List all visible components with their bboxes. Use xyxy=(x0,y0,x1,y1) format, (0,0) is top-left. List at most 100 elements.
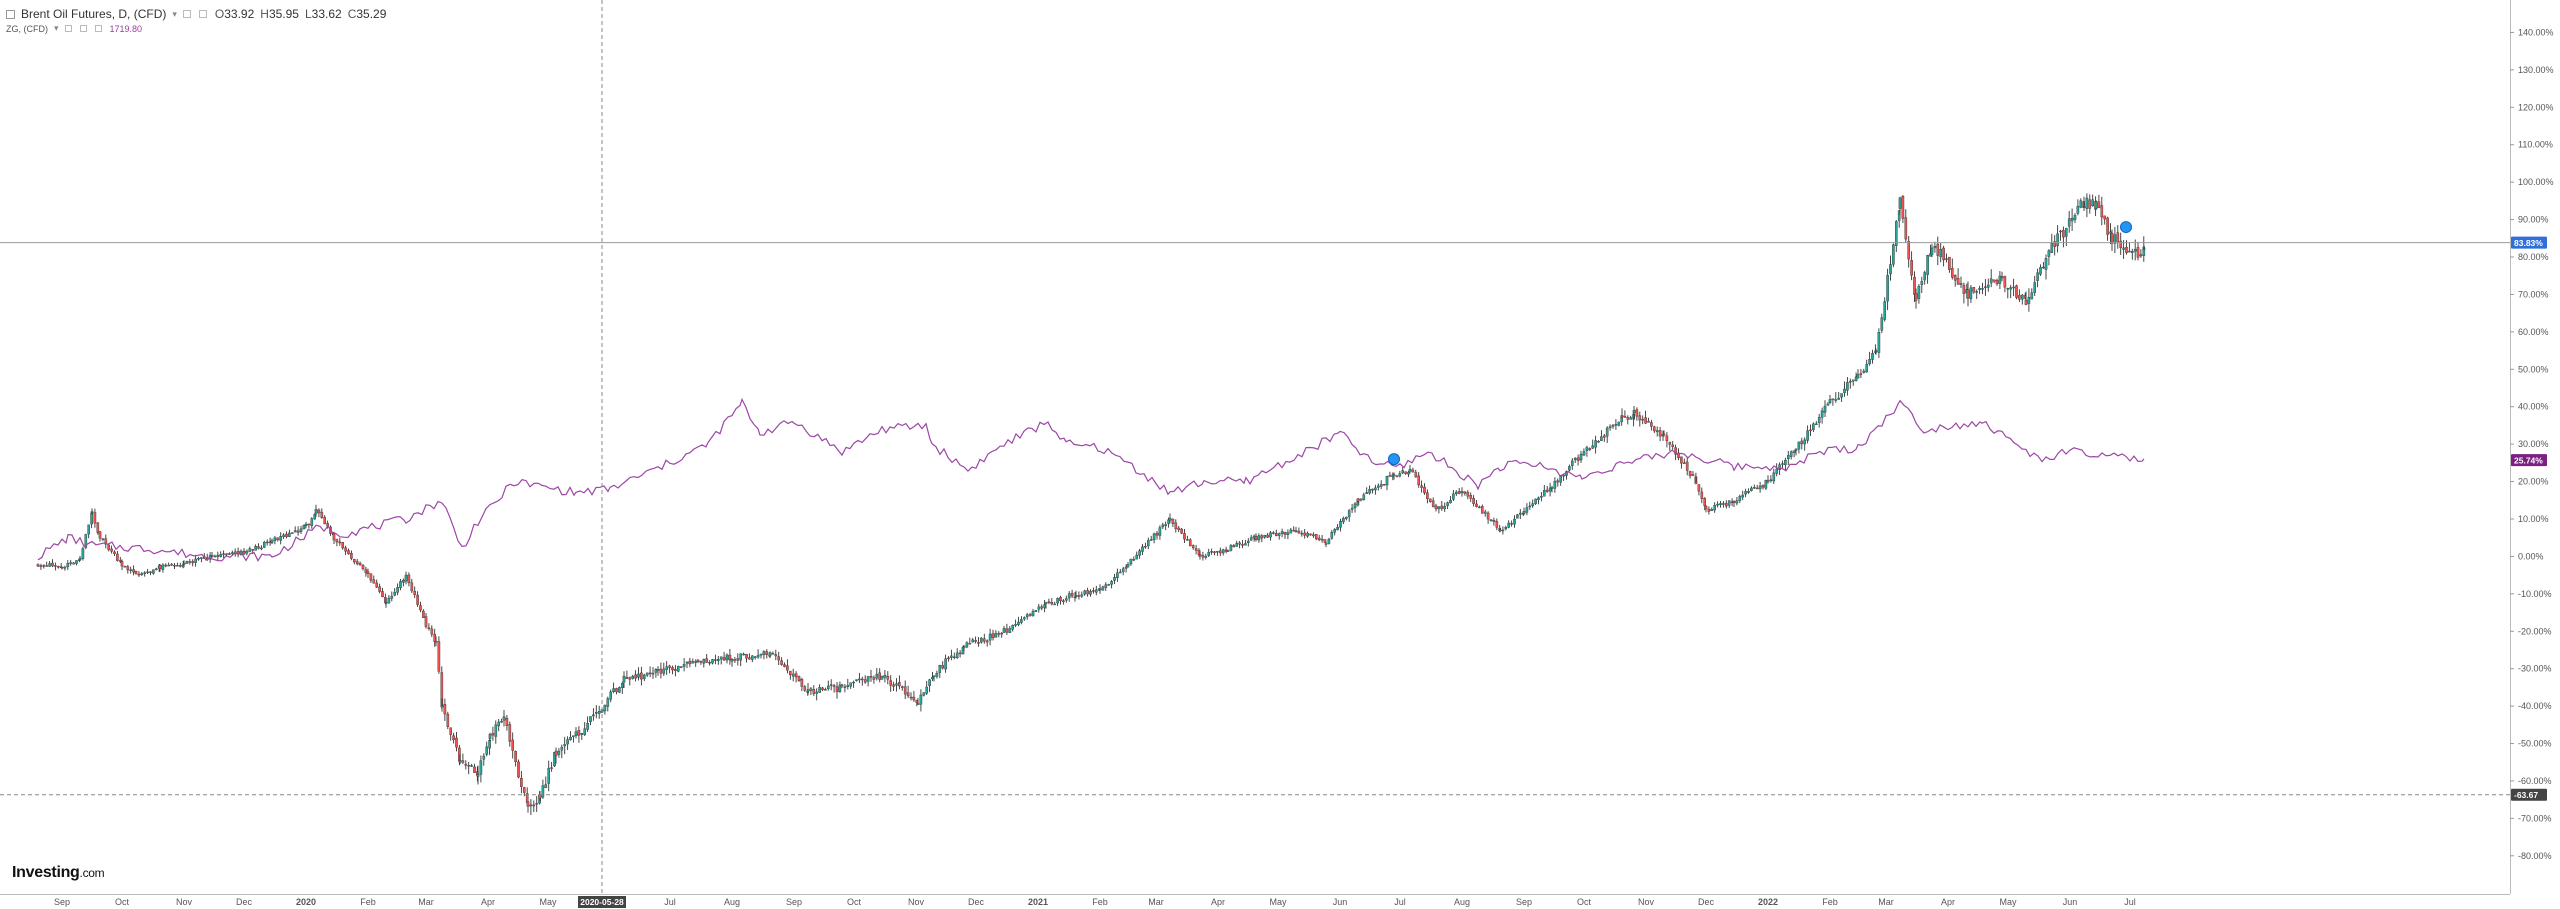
candle-body[interactable] xyxy=(1028,614,1032,616)
candle-body[interactable] xyxy=(1118,571,1122,574)
compare-remove-icon[interactable] xyxy=(94,25,102,32)
candle-body[interactable] xyxy=(1632,410,1636,413)
candle-body[interactable] xyxy=(843,686,847,688)
candle-body[interactable] xyxy=(1320,538,1324,541)
candle-body[interactable] xyxy=(1495,521,1499,528)
candle-body[interactable] xyxy=(42,565,46,567)
candle-body[interactable] xyxy=(288,532,291,537)
candle-body[interactable] xyxy=(1309,533,1312,536)
candle-body[interactable] xyxy=(1059,597,1062,602)
candle-body[interactable] xyxy=(2116,232,2120,243)
candle-body[interactable] xyxy=(1831,398,1835,401)
candle-body[interactable] xyxy=(2110,233,2114,244)
candle-body[interactable] xyxy=(276,537,280,540)
candle-body[interactable] xyxy=(1894,221,1898,246)
candle-body[interactable] xyxy=(282,534,285,537)
candle-body[interactable] xyxy=(1437,506,1441,510)
candle-body[interactable] xyxy=(1614,424,1618,426)
candle-body[interactable] xyxy=(1317,537,1321,541)
candle-body[interactable] xyxy=(1362,494,1366,500)
candle-body[interactable] xyxy=(682,663,686,667)
candle-body[interactable] xyxy=(1292,529,1295,532)
candle-body[interactable] xyxy=(2039,267,2042,275)
candle-body[interactable] xyxy=(554,750,558,756)
candle-body[interactable] xyxy=(1981,288,1984,290)
candle-body[interactable] xyxy=(863,679,867,683)
candle-body[interactable] xyxy=(1031,611,1035,617)
candle-body[interactable] xyxy=(1959,283,1963,285)
candle-body[interactable] xyxy=(953,656,956,659)
candle-body[interactable] xyxy=(173,565,176,567)
candle-body[interactable] xyxy=(296,530,300,533)
candle-body[interactable] xyxy=(1286,532,1290,535)
candle-body[interactable] xyxy=(146,571,149,574)
candle-body[interactable] xyxy=(120,561,124,567)
candle-body[interactable] xyxy=(1110,581,1113,585)
candle-body[interactable] xyxy=(210,554,214,557)
candle-body[interactable] xyxy=(194,558,197,563)
candle-body[interactable] xyxy=(1585,447,1589,451)
candle-body[interactable] xyxy=(753,656,757,658)
candle-body[interactable] xyxy=(563,744,566,747)
candle-body[interactable] xyxy=(711,659,714,664)
candle-body[interactable] xyxy=(1478,506,1481,509)
candle-body[interactable] xyxy=(381,591,384,598)
candle-body[interactable] xyxy=(1121,568,1125,572)
candle-body[interactable] xyxy=(208,555,212,560)
candle-body[interactable] xyxy=(883,675,887,678)
candle-body[interactable] xyxy=(809,688,813,691)
candle-body[interactable] xyxy=(1989,278,1993,284)
candle-body[interactable] xyxy=(75,560,78,564)
candle-body[interactable] xyxy=(1516,514,1519,519)
candle-body[interactable] xyxy=(452,735,455,741)
candle-body[interactable] xyxy=(1371,488,1374,491)
candle-body[interactable] xyxy=(2012,286,2015,289)
candle-body[interactable] xyxy=(39,565,43,567)
candle-body[interactable] xyxy=(81,548,85,559)
candle-body[interactable] xyxy=(1956,277,1960,285)
candle-body[interactable] xyxy=(137,573,141,576)
candle-body[interactable] xyxy=(1772,472,1776,482)
candle-body[interactable] xyxy=(1324,543,1328,545)
candle-body[interactable] xyxy=(338,541,342,544)
candle-body[interactable] xyxy=(1724,503,1728,507)
candle-body[interactable] xyxy=(886,676,890,680)
candle-body[interactable] xyxy=(1655,430,1659,433)
candle-body[interactable] xyxy=(1945,258,1948,260)
candle-body[interactable] xyxy=(1843,388,1846,394)
candle-body[interactable] xyxy=(1942,247,1945,261)
candle-body[interactable] xyxy=(645,672,649,676)
candle-body[interactable] xyxy=(2003,276,2007,288)
candle-body[interactable] xyxy=(2015,285,2018,298)
candle-body[interactable] xyxy=(1752,487,1756,489)
candle-body[interactable] xyxy=(2056,233,2059,247)
candle-body[interactable] xyxy=(958,652,962,655)
candle-body[interactable] xyxy=(1086,590,1089,595)
candle-body[interactable] xyxy=(968,643,972,645)
candle-body[interactable] xyxy=(637,673,640,678)
candle-body[interactable] xyxy=(1817,417,1821,423)
candle-body[interactable] xyxy=(1323,539,1327,543)
candle-body[interactable] xyxy=(219,554,223,557)
candle-body[interactable] xyxy=(66,563,70,568)
candle-body[interactable] xyxy=(1865,363,1868,373)
candle-body[interactable] xyxy=(955,652,959,659)
candle-body[interactable] xyxy=(1809,429,1812,432)
candle-body[interactable] xyxy=(1249,537,1253,541)
candle-body[interactable] xyxy=(595,712,598,714)
candle-body[interactable] xyxy=(800,679,804,687)
candle-body[interactable] xyxy=(1594,440,1597,448)
candle-body[interactable] xyxy=(1880,317,1884,331)
event-marker-icon[interactable] xyxy=(1388,453,1400,466)
candle-body[interactable] xyxy=(514,750,517,762)
candle-body[interactable] xyxy=(2094,201,2098,209)
candle-body[interactable] xyxy=(1359,498,1363,501)
candle-body[interactable] xyxy=(1368,489,1371,494)
candle-body[interactable] xyxy=(1101,586,1105,591)
candle-body[interactable] xyxy=(965,642,969,648)
candle-body[interactable] xyxy=(2113,234,2117,244)
candle-body[interactable] xyxy=(123,566,127,568)
candle-body[interactable] xyxy=(1440,505,1444,509)
candle-body[interactable] xyxy=(1522,511,1526,514)
